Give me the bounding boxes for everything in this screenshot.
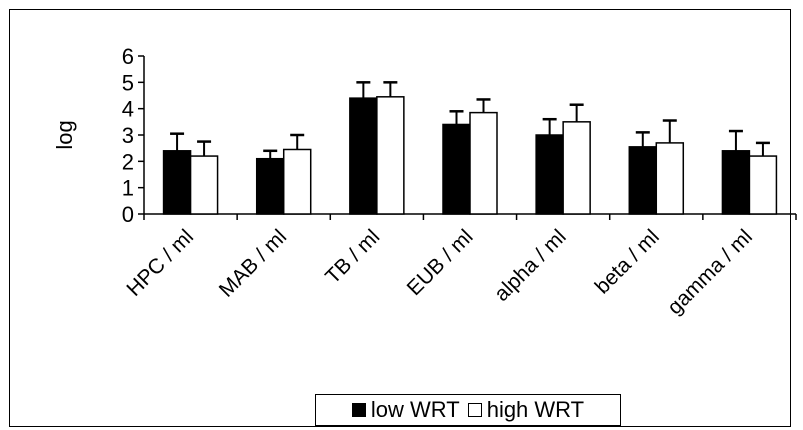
y-tick-label: 3: [122, 123, 134, 148]
legend-swatch-high-wrt: [467, 403, 482, 417]
bar-high-wrt: [562, 121, 591, 215]
legend-item-low-wrt: low WRT: [351, 397, 460, 423]
bar-high-wrt: [748, 155, 778, 215]
bar-low-wrt: [255, 157, 285, 215]
y-tick-label: 5: [122, 70, 134, 95]
bar-low-wrt: [162, 150, 192, 215]
bar-high-wrt: [189, 155, 219, 215]
x-category-label: TB / ml: [321, 225, 384, 288]
x-category-label: MAB / ml: [215, 225, 291, 301]
bar-high-wrt: [376, 96, 405, 215]
y-tick-label: 4: [122, 97, 134, 122]
bar-high-wrt: [469, 111, 498, 215]
x-category-label: alpha / ml: [490, 225, 571, 306]
bar-high-wrt: [655, 142, 685, 215]
legend-item-high-wrt: high WRT: [467, 397, 585, 423]
x-category-label: gamma / ml: [663, 225, 757, 319]
bar-low-wrt: [628, 146, 658, 215]
bar-high-wrt: [282, 148, 312, 215]
bar-low-wrt: [349, 97, 378, 215]
y-tick-label: 6: [122, 44, 134, 69]
y-tick-label: 1: [122, 176, 134, 201]
x-category-label: HPC / ml: [122, 225, 198, 301]
legend-label-low-wrt: low WRT: [370, 397, 460, 422]
legend-swatch-low-wrt: [351, 403, 366, 417]
legend: low WRT high WRT: [315, 394, 621, 426]
bar-low-wrt: [535, 134, 564, 215]
y-axis-title: log: [52, 120, 77, 149]
y-tick-label: 0: [122, 202, 134, 227]
x-category-label: beta / ml: [591, 225, 664, 298]
bar-low-wrt: [721, 150, 751, 215]
x-category-label: EUB / ml: [403, 225, 478, 300]
chart-frame: [9, 9, 791, 427]
y-tick-label: 2: [122, 149, 134, 174]
legend-label-high-wrt: high WRT: [486, 397, 585, 422]
bar-low-wrt: [442, 123, 471, 215]
